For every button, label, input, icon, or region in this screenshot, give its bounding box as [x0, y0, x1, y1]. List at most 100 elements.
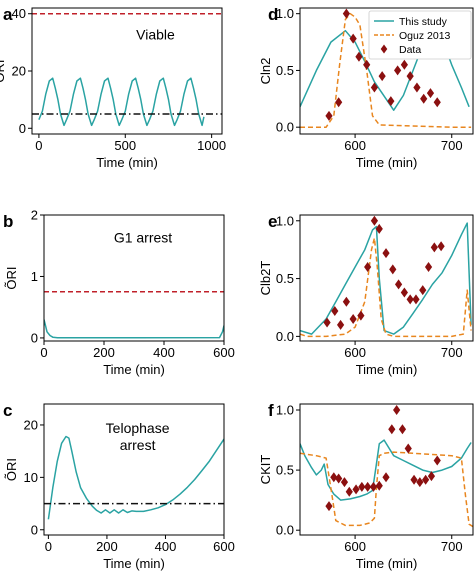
plot-area	[32, 12, 222, 127]
data-point-marker	[413, 82, 421, 93]
axes-frame	[43, 403, 225, 536]
oguz-2013-line	[300, 237, 472, 338]
data-point-marker	[345, 486, 353, 497]
x-tick-label: 700	[441, 345, 463, 360]
panel-e: 600 700 0.0 0.5 1.0 Time (min) Clb2T e	[258, 212, 474, 377]
data-point-marker	[427, 471, 436, 482]
data-point-marker	[330, 472, 338, 483]
legend-label: Data	[399, 44, 421, 56]
data-point-marker	[335, 97, 343, 108]
data-point-marker	[387, 96, 395, 107]
data-point-marker	[382, 472, 390, 483]
data-point-marker	[433, 97, 441, 108]
data-point-marker	[382, 248, 390, 259]
y-tick-label: 1.0	[276, 403, 294, 418]
legend-box	[368, 10, 472, 60]
data-point-marker	[349, 314, 357, 325]
y-tick-label: 1.0	[276, 6, 294, 21]
x-axis-label: Time (min)	[356, 155, 418, 170]
data-point-marker	[349, 33, 357, 44]
data-point-marker	[433, 455, 441, 466]
data-point-marker	[370, 215, 379, 226]
data-point-marker	[340, 477, 349, 488]
data-point-marker	[369, 481, 378, 492]
y-tick-label: 0.5	[276, 63, 294, 78]
panel-letter: e	[268, 212, 277, 231]
data-point-marker	[342, 8, 350, 19]
data-point-marker	[355, 51, 363, 62]
y-axis-label: ÕRI	[4, 266, 19, 289]
y-tick-label: 0	[31, 522, 38, 537]
y-axis-label: ÕRI	[4, 458, 19, 481]
y-tick-label: 1	[31, 269, 38, 284]
data-point-marker	[325, 110, 333, 121]
x-tick-label: 400	[155, 539, 177, 554]
y-tick-label: 1.0	[276, 213, 294, 228]
y-tick-label: 0.0	[276, 329, 294, 344]
data-point-marker	[393, 405, 401, 416]
axes-frame	[299, 214, 474, 342]
panel-letter: f	[268, 401, 274, 420]
data-point-marker	[375, 223, 383, 234]
panel-b: 0 200 400 600 0 1 2 Time (min) ÕRI b G1 arrest	[3, 208, 235, 378]
panel-annotation: arrest	[120, 437, 156, 453]
data-point-marker	[422, 474, 430, 485]
y-tick-label: 0.5	[276, 271, 294, 286]
this-study-line	[300, 439, 472, 501]
x-tick-label: 600	[344, 138, 366, 153]
data-point-marker	[400, 59, 408, 70]
data-point-marker	[404, 443, 412, 454]
data-point-marker	[342, 296, 350, 307]
panel-f: 600 700 0.0 0.5 1.0 Time (min) CKIT f	[258, 401, 474, 571]
y-tick-label: 20	[12, 64, 26, 79]
x-axis-label: Time (min)	[356, 362, 418, 377]
data-point-marker	[400, 287, 408, 298]
data-point-marker	[394, 65, 402, 76]
model-curve	[47, 435, 224, 520]
plot-area	[300, 405, 473, 528]
data-point-marker	[364, 262, 372, 273]
x-axis-label: Time (min)	[103, 556, 165, 571]
data-point-marker	[406, 294, 414, 305]
y-tick-label: 0	[31, 330, 38, 345]
data-point-marker	[430, 242, 438, 253]
data-point-marker	[375, 480, 383, 491]
model-curve	[38, 77, 205, 127]
panel-letter: c	[3, 401, 12, 420]
x-tick-label: 0	[35, 138, 42, 153]
data-point-marker	[363, 59, 371, 70]
axes-frame	[299, 7, 474, 135]
panel-letter: a	[3, 5, 13, 24]
panel-annotation: Telophase	[106, 420, 170, 436]
data-point-marker	[420, 93, 428, 104]
data-point-marker	[424, 262, 433, 273]
y-tick-label: 20	[24, 417, 38, 432]
y-tick-label: 0.0	[276, 120, 294, 135]
data-point-marker	[323, 317, 331, 328]
data-point-marker	[398, 424, 407, 435]
x-tick-label: 700	[441, 539, 463, 554]
x-tick-label: 400	[153, 345, 175, 360]
x-axis-label: Time (min)	[96, 155, 158, 170]
data-point-marker	[370, 82, 379, 93]
plot-area	[44, 291, 224, 339]
axes-frame	[43, 214, 225, 342]
y-tick-label: 2	[31, 208, 38, 223]
x-tick-label: 0	[45, 539, 52, 554]
x-tick-label: 600	[344, 539, 366, 554]
data-point-marker	[412, 294, 420, 305]
plot-area	[44, 435, 224, 520]
x-tick-label: 600	[344, 345, 366, 360]
data-point-marker	[331, 305, 339, 316]
y-tick-label: 0.0	[276, 523, 294, 538]
x-axis-label: Time (min)	[103, 362, 165, 377]
data-point-marker	[352, 484, 360, 495]
panel-c: 0 200 400 600 0 10 20 Time (min) ÕRI c Telophasear…	[3, 401, 235, 571]
this-study-line	[300, 222, 472, 335]
x-tick-label: 0	[40, 345, 47, 360]
y-tick-label: 40	[12, 6, 26, 21]
data-point-marker	[378, 71, 386, 82]
panel-letter: d	[268, 5, 278, 24]
data-point-marker	[336, 319, 345, 330]
data-point-marker	[437, 241, 445, 252]
